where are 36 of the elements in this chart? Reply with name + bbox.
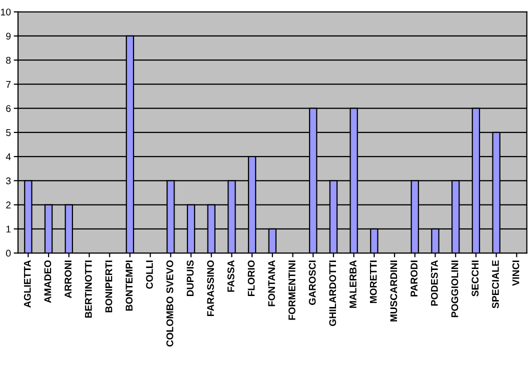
x-tick-label: GAROSCI <box>308 260 316 305</box>
x-tick-label: FARASSINO <box>207 260 214 316</box>
x-tick-label: DUPUIS <box>186 260 194 296</box>
x-tick-label: FONTANA <box>268 260 276 306</box>
y-tick-label: 3 <box>6 177 11 184</box>
x-tick-label: FLORIO <box>248 260 255 296</box>
x-tick-label: PODESTA <box>430 260 438 306</box>
x-tick-label: COLLI <box>146 260 153 289</box>
y-tick-label: 8 <box>6 56 11 64</box>
x-tick-label: COLOMBO SVEVO <box>166 260 174 347</box>
y-tick-label: 1 <box>6 226 11 232</box>
x-tick-label: BONTEMPI <box>126 260 133 311</box>
y-tick-label: 6 <box>6 105 11 112</box>
y-tick-label: 5 <box>6 129 11 136</box>
x-tick-label: BERTINOTTI <box>84 260 92 318</box>
x-tick-label: POGGIOLINI <box>451 260 458 318</box>
y-tick-label: 9 <box>6 32 11 40</box>
y-tick-label: 0 <box>6 250 11 257</box>
x-tick-label: PARODI <box>410 260 418 296</box>
x-tick-label: FORMENTINI <box>288 260 296 320</box>
x-tick-label: VINCI <box>512 260 520 286</box>
y-tick-label: 2 <box>6 202 11 208</box>
x-tick-label: MALERBA <box>350 260 356 308</box>
x-tick-label: AGLIETTA <box>24 260 31 308</box>
y-tick-label: 10 <box>1 8 11 16</box>
x-tick-label: FASSA <box>227 260 234 292</box>
y-tick-label: 7 <box>6 81 11 88</box>
x-tick-label: SECCHI <box>472 260 479 296</box>
y-tick-label: 4 <box>6 153 11 160</box>
x-tick-label: AMADEO <box>44 260 52 303</box>
x-tick-label: MUSCARDINI <box>390 260 398 322</box>
x-tick-label: BONIPERTI <box>105 260 112 312</box>
x-tick-label: ARRONI <box>64 260 72 298</box>
x-tick-label: GHILARDOTTI <box>329 260 336 326</box>
x-tick-label: SPECIALE <box>492 260 499 308</box>
x-tick-label: MORETTI <box>370 260 377 304</box>
